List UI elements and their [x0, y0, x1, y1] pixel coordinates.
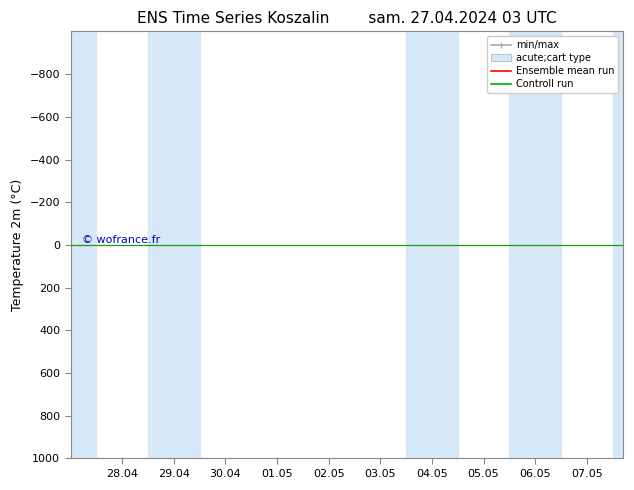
Text: © wofrance.fr: © wofrance.fr: [82, 235, 160, 245]
Legend: min/max, acute;cart type, Ensemble mean run, Controll run: min/max, acute;cart type, Ensemble mean …: [488, 36, 618, 93]
Bar: [612, 31, 623, 459]
Bar: [406, 31, 458, 459]
Bar: [70, 31, 96, 459]
Bar: [148, 31, 200, 459]
Title: ENS Time Series Koszalin        sam. 27.04.2024 03 UTC: ENS Time Series Koszalin sam. 27.04.2024…: [137, 11, 557, 26]
Bar: [509, 31, 561, 459]
Y-axis label: Temperature 2m (°C): Temperature 2m (°C): [11, 179, 24, 311]
